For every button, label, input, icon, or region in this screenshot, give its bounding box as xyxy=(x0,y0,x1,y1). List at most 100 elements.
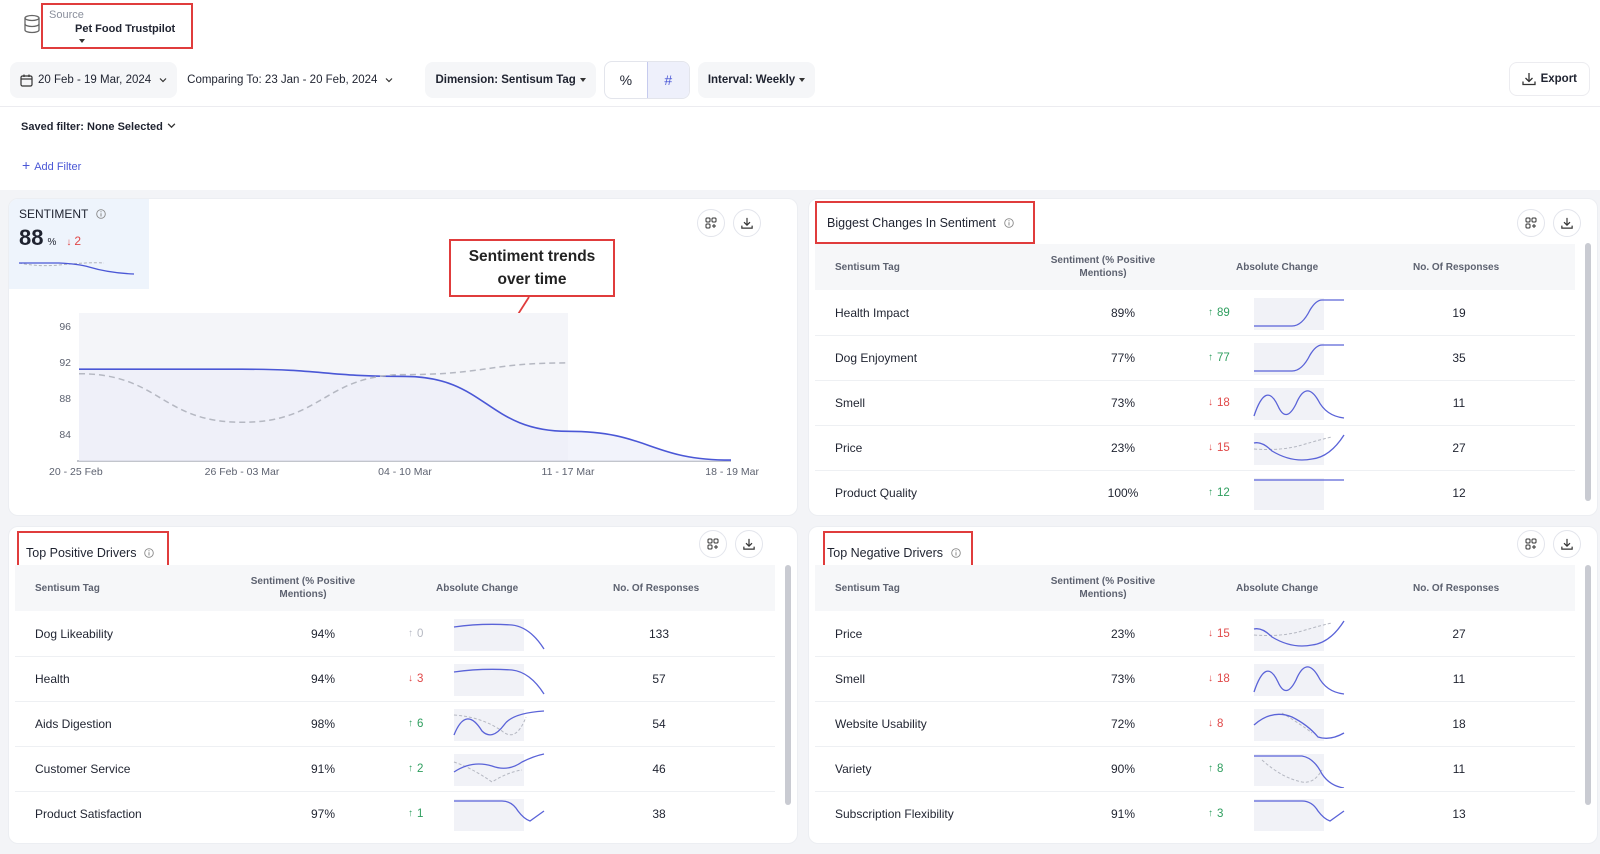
arrow-down-icon: ↓ xyxy=(66,237,72,248)
dimension-dropdown[interactable]: Dimension: Sentisum Tag xyxy=(425,62,596,98)
download-table-button[interactable] xyxy=(1553,209,1581,237)
header-change[interactable]: Absolute Change xyxy=(1236,261,1319,273)
table-row[interactable]: Dog Enjoyment 77% ↑ 77 35 xyxy=(815,335,1575,380)
header-responses[interactable]: No. Of Responses xyxy=(613,582,700,594)
sentiment-kpi[interactable]: SENTIMENT 88 % ↓ 2 xyxy=(9,199,149,289)
scrollbar[interactable] xyxy=(785,565,791,805)
table-row[interactable]: Product Satisfaction 97% ↑ 1 38 xyxy=(15,791,775,836)
arrow-up-icon: ↑ xyxy=(408,628,413,639)
count-toggle[interactable]: # xyxy=(646,62,689,98)
info-icon[interactable] xyxy=(1004,218,1014,228)
percent-toggle[interactable]: % xyxy=(619,72,633,88)
saved-filter-dropdown[interactable]: Saved filter: None Selected xyxy=(21,121,176,133)
scrollbar[interactable] xyxy=(1585,243,1591,501)
header-sentiment[interactable]: Sentiment (% Positive Mentions) xyxy=(1050,576,1156,600)
grid-add-icon xyxy=(705,217,717,229)
row-responses: 46 xyxy=(652,761,666,776)
download-icon xyxy=(1561,217,1573,229)
row-sentiment: 23% xyxy=(1110,440,1136,455)
export-button[interactable]: Export xyxy=(1508,62,1590,96)
row-responses: 35 xyxy=(1452,350,1466,365)
y-tick-label: 96 xyxy=(59,321,71,333)
table-row[interactable]: Customer Service 91% ↑ 2 46 xyxy=(15,746,775,791)
chart-view-button[interactable] xyxy=(1517,209,1545,237)
download-chart-button[interactable] xyxy=(733,209,761,237)
row-tag: Price xyxy=(835,440,863,455)
top-positive-drivers-card: Top Positive Drivers Sentisum Tag Sentim… xyxy=(8,526,798,844)
header-tag[interactable]: Sentisum Tag xyxy=(35,582,100,594)
sentiment-trend-chart: 96 92 88 84 20 - 25 Feb 26 Feb - 03 Mar 04 - 1… xyxy=(49,313,759,478)
download-icon xyxy=(1561,538,1573,550)
chevron-down-icon xyxy=(159,78,167,83)
header-tag[interactable]: Sentisum Tag xyxy=(835,582,900,594)
row-sentiment: 73% xyxy=(1110,395,1136,410)
scrollbar[interactable] xyxy=(1585,565,1591,805)
header-sentiment[interactable]: Sentiment (% Positive Mentions) xyxy=(250,576,356,600)
table-row[interactable]: Dog Likeability 94% ↑ 0 133 xyxy=(15,611,775,656)
caret-down-icon xyxy=(799,78,806,82)
row-sparkline xyxy=(453,709,545,741)
chart-view-button[interactable] xyxy=(697,209,725,237)
arrow-up-icon: ↑ xyxy=(408,718,413,729)
y-tick-label: 92 xyxy=(59,357,71,369)
arrow-up-icon: ↑ xyxy=(1208,307,1213,318)
row-responses: 133 xyxy=(648,626,670,641)
arrow-down-icon: ↓ xyxy=(408,673,413,684)
header-sentiment[interactable]: Sentiment (% Positive Mentions) xyxy=(1050,255,1156,279)
chevron-down-icon xyxy=(167,123,176,129)
table-row[interactable]: Aids Digestion 98% ↑ 6 54 xyxy=(15,701,775,746)
table-row[interactable]: Website Usability 72% ↓ 8 18 xyxy=(815,701,1575,746)
info-icon[interactable] xyxy=(96,209,107,219)
download-table-button[interactable] xyxy=(1553,530,1581,558)
chart-view-button[interactable] xyxy=(1517,530,1545,558)
table-row[interactable]: Smell 73% ↓ 18 11 xyxy=(815,656,1575,701)
divider xyxy=(815,746,1575,747)
row-change: 77 xyxy=(1217,351,1230,364)
interval-dropdown[interactable]: Interval: Weekly xyxy=(697,62,816,98)
table-row[interactable]: Price 23% ↓ 15 27 xyxy=(815,611,1575,656)
header-responses[interactable]: No. Of Responses xyxy=(1413,261,1500,273)
row-responses: 57 xyxy=(652,671,666,686)
table-row[interactable]: Health Impact 89% ↑ 89 19 xyxy=(815,290,1575,335)
add-filter-button[interactable]: + Add Filter xyxy=(22,157,81,173)
header-change[interactable]: Absolute Change xyxy=(1236,582,1319,594)
saved-filter-label: Saved filter: None Selected xyxy=(21,121,163,133)
table-row[interactable]: Subscription Flexibility 91% ↑ 3 13 xyxy=(815,791,1575,836)
table-row[interactable]: Smell 73% ↓ 18 11 xyxy=(815,380,1575,425)
source-selector[interactable]: Source Pet Food Trustpilot xyxy=(22,3,193,49)
card-title: Top Positive Drivers xyxy=(26,546,137,560)
grid-add-icon xyxy=(1525,538,1537,550)
header-responses[interactable]: No. Of Responses xyxy=(1413,582,1500,594)
caret-down-icon xyxy=(79,39,85,44)
table-row[interactable]: Health 94% ↓ 3 57 xyxy=(15,656,775,701)
comparison-picker[interactable]: Comparing To: 23 Jan - 20 Feb, 2024 xyxy=(177,62,403,98)
download-icon xyxy=(741,217,753,229)
divider xyxy=(815,335,1575,336)
info-icon[interactable] xyxy=(144,548,155,558)
table-row[interactable]: Product Quality 100% ↑ 12 12 xyxy=(815,470,1575,515)
row-change: 12 xyxy=(1217,486,1230,499)
row-sparkline xyxy=(453,753,545,786)
row-responses: 12 xyxy=(1452,485,1466,500)
source-value: Pet Food Trustpilot xyxy=(75,23,176,35)
series-area xyxy=(79,369,731,461)
table-row[interactable]: Variety 90% ↑ 8 11 xyxy=(815,746,1575,791)
table-header: Sentisum Tag Sentiment (% Positive Menti… xyxy=(815,565,1575,611)
grid-add-icon xyxy=(1525,217,1537,229)
header-change[interactable]: Absolute Change xyxy=(436,582,519,594)
arrow-up-icon: ↑ xyxy=(1208,487,1213,498)
info-icon[interactable] xyxy=(951,548,961,558)
download-table-button[interactable] xyxy=(735,530,763,558)
row-tag: Customer Service xyxy=(35,761,131,776)
chart-view-button[interactable] xyxy=(699,530,727,558)
date-range-picker[interactable]: 20 Feb - 19 Mar, 2024 xyxy=(10,62,178,98)
header-tag[interactable]: Sentisum Tag xyxy=(835,261,900,273)
row-tag: Website Usability xyxy=(835,716,927,731)
date-range-label: 20 Feb - 19 Mar, 2024 xyxy=(38,74,152,86)
divider xyxy=(815,656,1575,657)
row-tag: Price xyxy=(835,626,863,641)
table-header: Sentisum Tag Sentiment (% Positive Menti… xyxy=(15,565,775,611)
arrow-up-icon: ↑ xyxy=(1208,808,1213,819)
caret-down-icon xyxy=(579,78,586,82)
table-row[interactable]: Price 23% ↓ 15 27 xyxy=(815,425,1575,470)
